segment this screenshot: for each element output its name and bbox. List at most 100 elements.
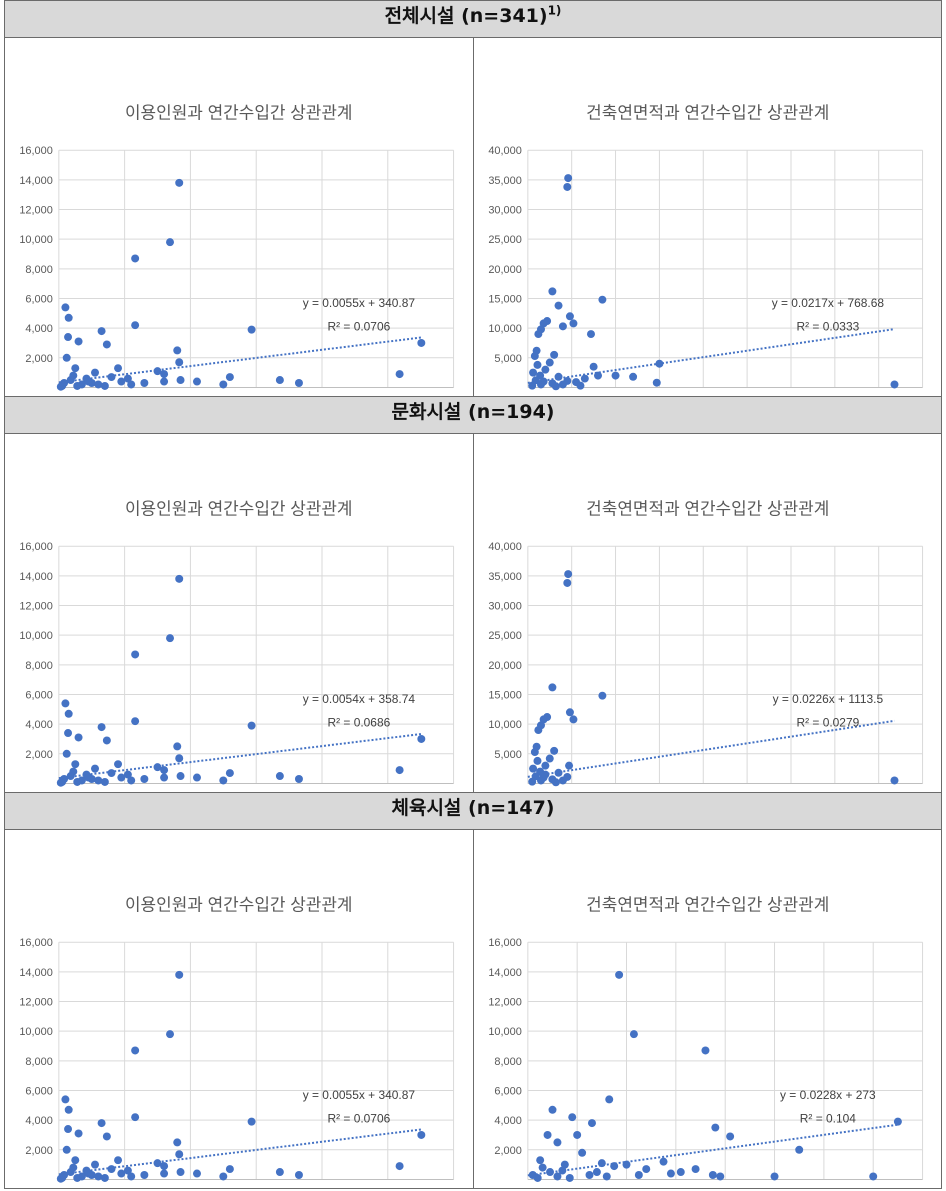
data-point: [127, 1172, 136, 1181]
y-tick-label: 6,000: [494, 1085, 521, 1097]
scatter-chart-sports-floor-area: 건축연면적과 연간수입간 상관관계 2,000 4,000 6,000 8,000 10,…: [488, 895, 923, 1182]
r-squared-label: R² = 0.0686: [327, 716, 390, 730]
data-point: [532, 742, 541, 751]
data-point: [558, 322, 567, 331]
y-tick-label: 5,000: [494, 749, 521, 761]
data-point: [536, 325, 545, 334]
panel-all-floor-area: 건축연면적과 연간수입간 상관관계 5,000 10,000 15,000 20,000…: [472, 37, 942, 397]
data-point: [611, 371, 620, 380]
data-point: [175, 970, 184, 979]
y-tick-label: 16,000: [19, 541, 53, 553]
data-point: [97, 1119, 106, 1128]
trendline: [58, 1128, 423, 1176]
data-point: [552, 1138, 561, 1147]
data-point: [532, 346, 541, 355]
data-point: [247, 721, 256, 730]
chart-title: 이용인원과 연간수입간 상관관계: [125, 499, 353, 518]
data-point: [575, 381, 584, 390]
data-point: [173, 346, 182, 355]
data-point: [395, 370, 404, 379]
panel-all-visitors: 이용인원과 연간수입간 상관관계 2,000 4,000 6,000 8,000 10,0…: [4, 37, 474, 397]
data-point: [64, 709, 73, 718]
data-point: [114, 364, 123, 373]
data-point: [545, 754, 554, 763]
y-tick-label: 14,000: [488, 967, 522, 979]
r-squared-label: R² = 0.0279: [796, 716, 859, 730]
data-point: [69, 767, 78, 776]
data-point: [74, 337, 83, 346]
data-point: [533, 1173, 542, 1182]
data-point: [176, 1168, 185, 1177]
data-point: [176, 772, 185, 781]
chart-title: 이용인원과 연간수입간 상관관계: [125, 103, 353, 122]
data-point: [614, 970, 623, 979]
data-point: [554, 301, 563, 310]
data-point: [127, 776, 136, 785]
data-point: [117, 773, 126, 782]
data-point: [175, 1150, 184, 1159]
panel-culture-visitors: 이용인원과 연간수입간 상관관계 2,000 4,000 6,000 8,000 10,0…: [4, 433, 474, 793]
r-squared-label: R² = 0.0706: [327, 1112, 390, 1126]
trendline-equation: y = 0.0228x + 273: [780, 1088, 876, 1102]
y-tick-label: 30,000: [488, 601, 522, 613]
data-point: [102, 340, 111, 349]
data-point: [567, 1113, 576, 1122]
data-point: [562, 578, 571, 587]
data-point: [94, 776, 103, 785]
data-point: [131, 1113, 140, 1122]
data-point: [542, 713, 551, 722]
data-point: [532, 756, 541, 765]
y-tick-label: 15,000: [488, 293, 522, 305]
data-point: [91, 764, 99, 773]
y-tick-label: 10,000: [488, 719, 522, 731]
section-title: 문화시설 (n=194): [391, 401, 555, 423]
data-point: [69, 371, 78, 380]
y-tick-label: 8,000: [494, 1056, 521, 1068]
y-tick-label: 12,000: [19, 997, 53, 1009]
data-point: [551, 778, 560, 787]
data-point: [725, 1132, 734, 1141]
data-point: [538, 1163, 547, 1172]
y-tick-label: 20,000: [488, 264, 522, 276]
data-point: [117, 377, 126, 386]
data-point: [528, 764, 537, 773]
y-tick-label: 6,000: [25, 689, 52, 701]
trendline: [58, 732, 423, 780]
data-point: [890, 380, 898, 389]
data-point: [64, 1105, 73, 1114]
r-squared-label: R² = 0.104: [799, 1112, 855, 1126]
data-point: [275, 1168, 284, 1177]
data-point: [64, 1125, 73, 1134]
data-point: [417, 338, 426, 347]
y-tick-label: 35,000: [488, 571, 522, 583]
data-point: [275, 376, 284, 385]
data-point: [73, 777, 82, 786]
data-point: [562, 182, 571, 191]
data-point: [708, 1171, 717, 1179]
data-point: [107, 769, 116, 778]
y-tick-label: 30,000: [488, 205, 522, 217]
y-tick-label: 10,000: [488, 1026, 522, 1038]
data-point: [192, 773, 201, 782]
y-tick-label: 4,000: [25, 1115, 52, 1127]
data-point: [225, 1165, 234, 1174]
data-point: [175, 574, 184, 583]
y-tick-label: 40,000: [488, 541, 522, 553]
y-tick-label: 2,000: [494, 1145, 521, 1157]
y-tick-label: 14,000: [19, 571, 53, 583]
y-tick-label: 4,000: [25, 719, 52, 731]
data-point: [893, 1117, 902, 1126]
data-point: [247, 1117, 256, 1126]
section-title: 전체시설 (n=341): [384, 5, 548, 27]
data-point: [577, 1148, 586, 1157]
y-tick-label: 12,000: [19, 205, 53, 217]
data-point: [545, 358, 554, 367]
data-point: [73, 1173, 82, 1182]
section-title: 체육시설 (n=147): [391, 797, 555, 819]
data-point: [589, 362, 598, 371]
data-point: [64, 333, 73, 342]
data-point: [56, 778, 65, 787]
data-point: [710, 1123, 719, 1132]
trendline-equation: y = 0.0054x + 358.74: [303, 692, 416, 706]
y-tick-label: 10,000: [19, 630, 53, 642]
